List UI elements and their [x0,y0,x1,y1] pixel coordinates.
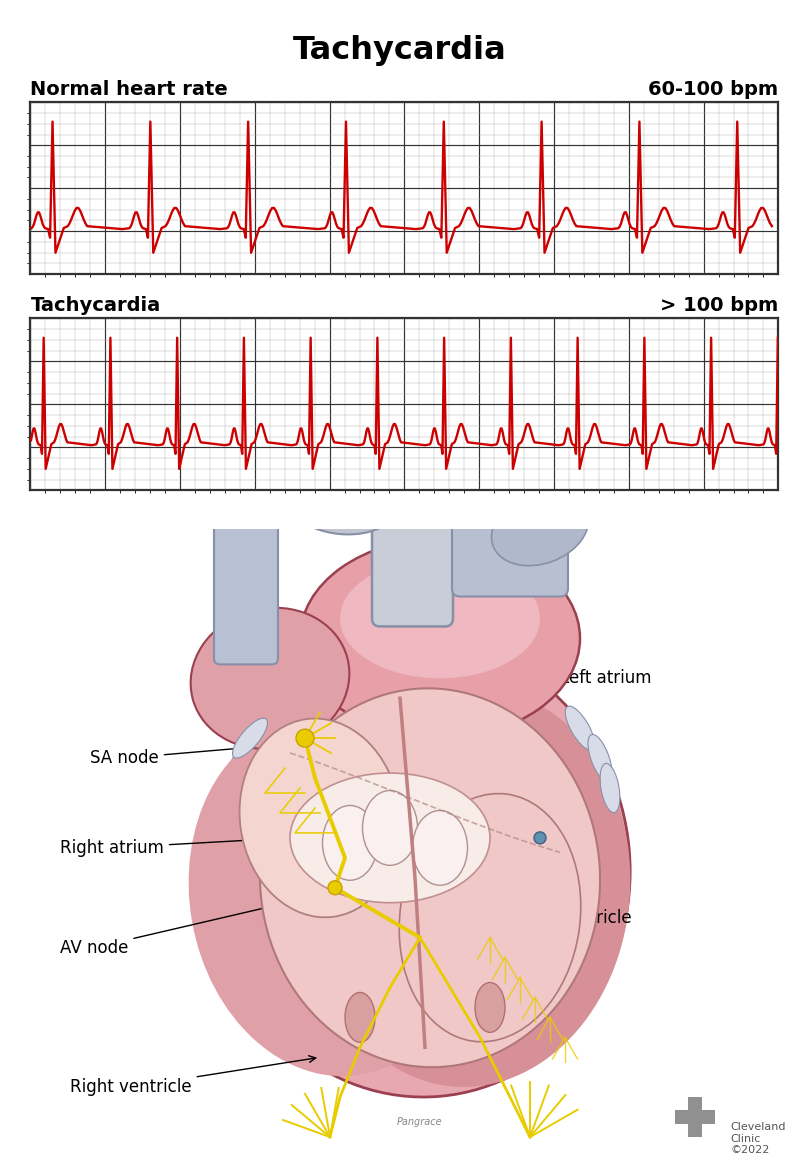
Text: Tachycardia: Tachycardia [293,35,507,66]
Text: SA node: SA node [90,740,296,767]
Ellipse shape [475,983,505,1032]
FancyBboxPatch shape [452,461,568,596]
Ellipse shape [226,494,266,524]
Text: 60-100 bpm: 60-100 bpm [648,80,778,99]
FancyBboxPatch shape [372,411,453,626]
Ellipse shape [600,763,620,812]
Text: AV node: AV node [60,892,326,956]
Ellipse shape [566,706,594,751]
Text: Right ventricle: Right ventricle [70,1056,316,1096]
Circle shape [328,881,342,895]
Ellipse shape [255,746,285,790]
Ellipse shape [345,992,375,1042]
Ellipse shape [210,639,630,1097]
Circle shape [296,730,314,747]
Ellipse shape [399,794,581,1042]
Ellipse shape [260,688,600,1067]
Bar [675,1110,715,1124]
Text: Left atrium: Left atrium [554,659,651,687]
Text: Pangrace: Pangrace [397,1117,443,1127]
Ellipse shape [491,492,589,566]
Text: Left
ventricle: Left ventricle [554,888,633,927]
Ellipse shape [310,689,630,1086]
Ellipse shape [362,790,418,866]
Ellipse shape [290,773,490,903]
Ellipse shape [239,718,401,917]
Ellipse shape [275,443,405,535]
Ellipse shape [322,805,378,881]
Text: Right atrium: Right atrium [60,835,286,856]
Ellipse shape [588,734,612,782]
Text: Normal heart rate: Normal heart rate [30,80,228,99]
Ellipse shape [189,719,471,1076]
Circle shape [534,832,546,844]
Ellipse shape [340,559,540,679]
Text: Cleveland
Clinic
©2022: Cleveland Clinic ©2022 [730,1122,786,1155]
Ellipse shape [190,608,350,748]
Bar [688,1097,702,1138]
Ellipse shape [300,539,580,738]
FancyBboxPatch shape [214,503,278,665]
Ellipse shape [413,810,467,885]
Text: > 100 bpm: > 100 bpm [660,296,778,315]
Ellipse shape [233,718,267,758]
Ellipse shape [278,774,302,822]
Text: Tachycardia: Tachycardia [30,296,161,315]
